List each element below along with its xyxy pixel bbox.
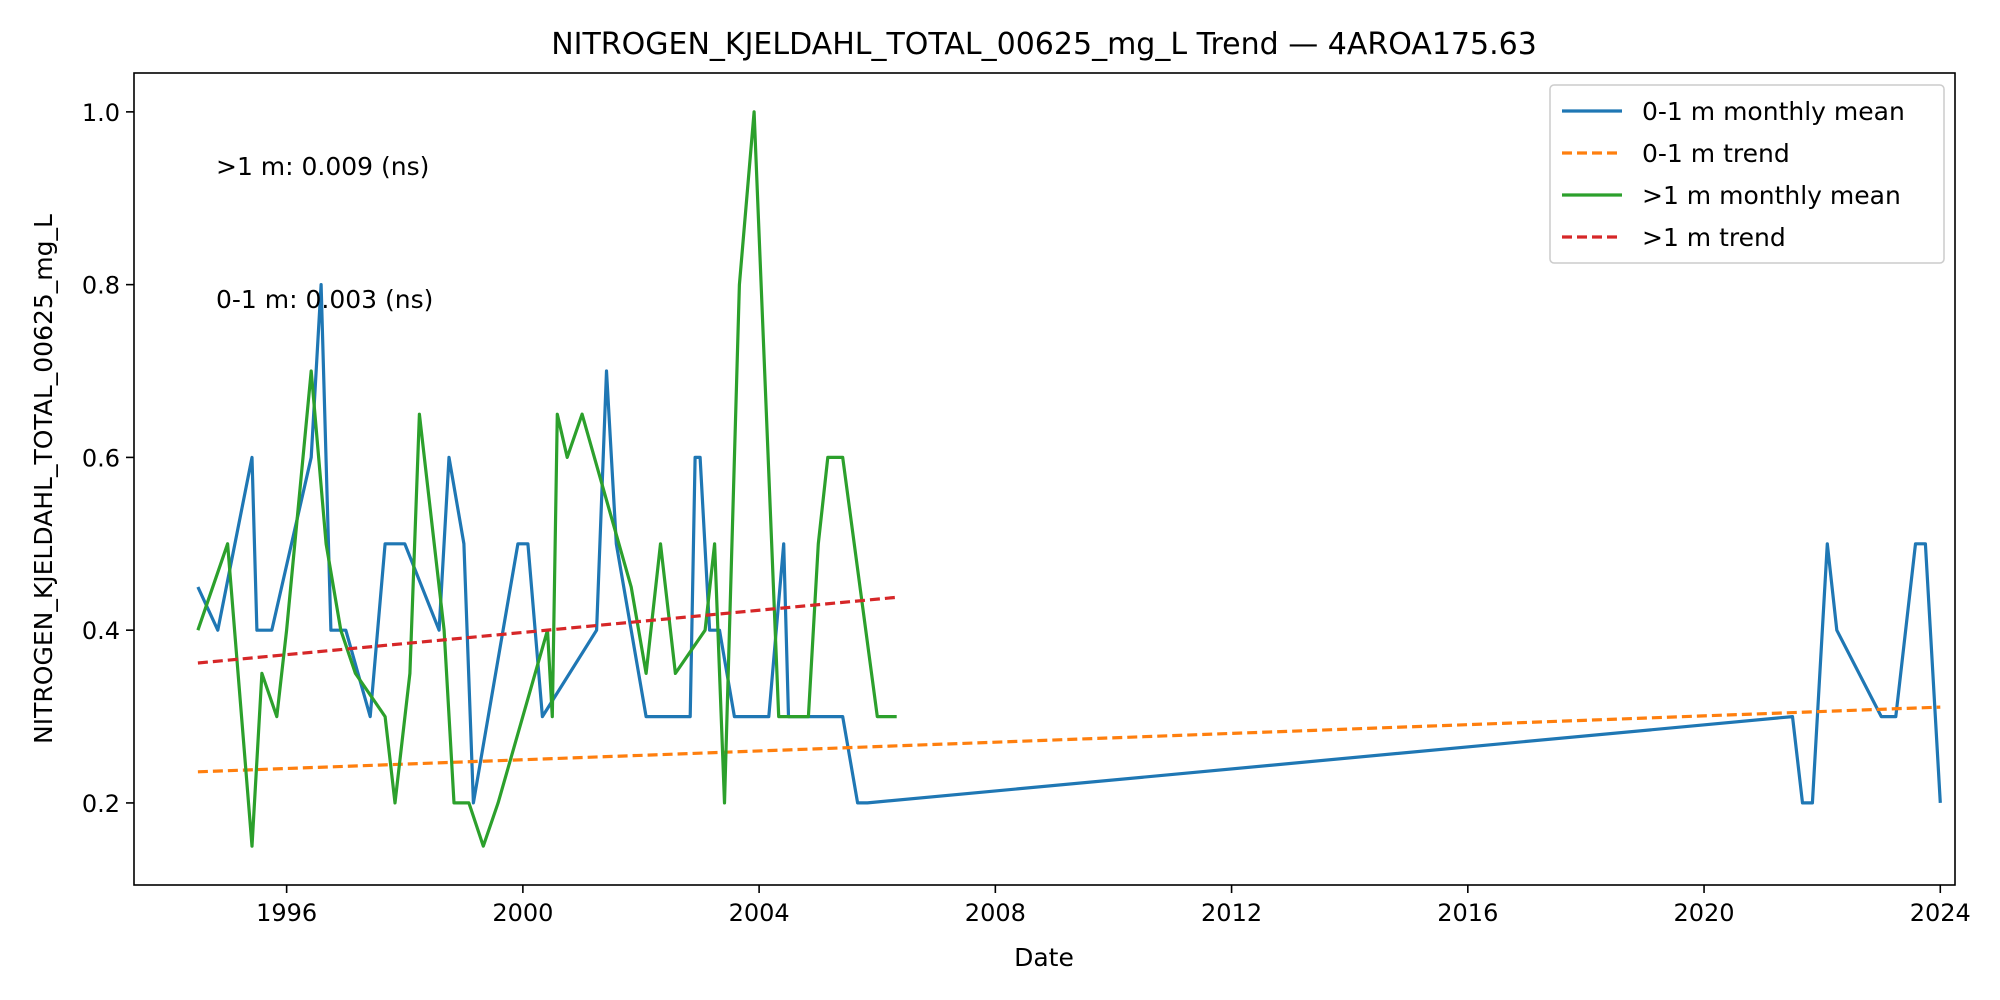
annotation-shallow-slope: 0-1 m: 0.003 (ns)	[216, 285, 433, 314]
y-axis-label: NITROGEN_KJELDAHL_TOTAL_00625_mg_L	[29, 214, 58, 744]
series-line-2	[197, 705, 1941, 774]
series-line-1	[196, 283, 1942, 805]
x-tick-label: 2016	[1437, 899, 1498, 927]
x-tick-label: 2008	[965, 899, 1026, 927]
y-tick-label: 0.2	[82, 790, 120, 818]
series-line-3	[196, 110, 897, 848]
x-axis: 1996 2000 2004 2008 2012 2016 2020 2024	[256, 885, 1971, 927]
x-tick-label: 2024	[1910, 899, 1971, 927]
plot-area	[196, 110, 1942, 848]
plot-frame	[133, 72, 1956, 886]
legend-box	[1549, 84, 1945, 264]
x-tick-label: 2004	[729, 899, 790, 927]
x-tick-label: 2012	[1201, 899, 1262, 927]
legend-label-2: 0-1 m trend	[1642, 139, 1790, 168]
legend-label-1: 0-1 m monthly mean	[1642, 97, 1905, 126]
x-tick-label: 2000	[492, 899, 553, 927]
chart-title: NITROGEN_KJELDAHL_TOTAL_00625_mg_L Trend…	[551, 27, 1537, 62]
x-tick-label: 2020	[1674, 899, 1735, 927]
legend-label-4: >1 m trend	[1642, 223, 1786, 252]
y-tick-label: 0.6	[82, 444, 120, 472]
x-tick-label: 1996	[256, 899, 317, 927]
legend-label-3: >1 m monthly mean	[1642, 181, 1901, 210]
series-line-4	[197, 595, 897, 665]
annotation-deep-slope: >1 m: 0.009 (ns)	[216, 152, 429, 181]
y-tick-label: 0.4	[82, 617, 120, 645]
y-axis: 0.2 0.4 0.6 0.8 1.0	[82, 99, 134, 818]
x-axis-label: Date	[1014, 943, 1074, 972]
y-tick-label: 0.8	[82, 272, 120, 300]
y-tick-label: 1.0	[82, 99, 120, 127]
legend: 0-1 m monthly mean 0-1 m trend >1 m monthl…	[1549, 84, 1945, 264]
